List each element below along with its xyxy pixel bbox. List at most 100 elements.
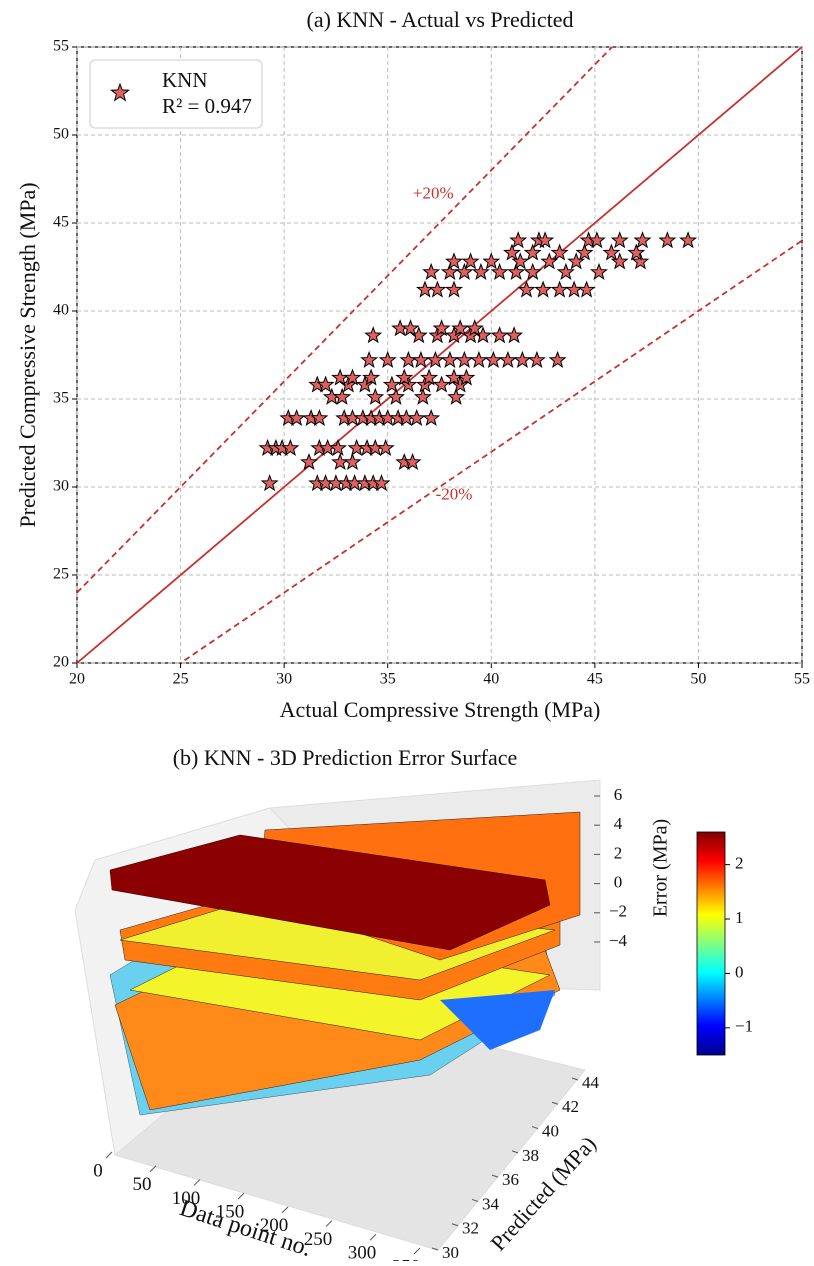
point: [548, 350, 567, 368]
x-tick: [149, 1165, 157, 1173]
x-tick-label: 250: [304, 1229, 333, 1250]
point: [422, 409, 441, 426]
point: [440, 350, 459, 368]
z-tick-label: 4: [614, 814, 623, 833]
x-tick-label: 300: [348, 1243, 377, 1261]
z-axis-label: Error (MPa): [650, 819, 672, 917]
point: [631, 252, 650, 270]
y-tick: [551, 1101, 559, 1105]
x-tick: [413, 1247, 421, 1255]
colorbar-tick-label: 1: [735, 908, 744, 927]
y-axis-label: Predicted Compressive Strength (MPa): [15, 182, 40, 527]
point: [517, 280, 536, 298]
point: [422, 262, 441, 280]
surface-patch: [440, 990, 555, 1050]
reference-line: [77, 47, 802, 663]
point: [471, 262, 490, 280]
point: [445, 280, 463, 298]
surface: [109, 811, 581, 1116]
point: [316, 375, 335, 393]
y-tick-label: 20: [53, 654, 69, 671]
point: [407, 409, 426, 426]
y-tick-label: 44: [582, 1073, 600, 1092]
x-tick: [281, 1206, 289, 1214]
colorbar-tick-label: 2: [735, 854, 744, 873]
x-tick: [325, 1220, 333, 1227]
point: [461, 252, 480, 270]
point: [343, 453, 362, 470]
y-tick-label: 50: [53, 126, 69, 143]
point: [505, 326, 524, 344]
x-tick-label: 30: [276, 671, 292, 688]
y-tick-label: 32: [462, 1219, 479, 1238]
point: [401, 319, 420, 337]
point: [457, 368, 476, 386]
point: [490, 262, 509, 280]
z-tick-label: 2: [614, 843, 623, 862]
point: [428, 280, 447, 298]
point: [364, 326, 383, 344]
x-tick-label: 55: [794, 671, 810, 688]
legend-box: [89, 59, 263, 129]
x-tick-label: 45: [587, 671, 603, 688]
z-tick-label: 0: [614, 873, 623, 892]
point: [633, 231, 652, 249]
point: [498, 350, 517, 368]
reference-line: [178, 239, 802, 663]
y-tick-label: 55: [53, 38, 69, 55]
point: [451, 375, 470, 393]
x-tick-label: 200: [260, 1215, 289, 1236]
y-tick-label: 40: [53, 302, 69, 319]
point: [509, 231, 528, 249]
y-tick-label: 34: [482, 1194, 500, 1213]
point: [376, 438, 395, 456]
point: [451, 319, 470, 337]
point: [565, 280, 584, 298]
point: [575, 243, 594, 261]
point: [372, 474, 391, 492]
point: [281, 438, 300, 456]
point: [577, 280, 596, 298]
point: [343, 368, 362, 386]
point: [527, 350, 546, 368]
point: [679, 231, 698, 249]
point: [445, 326, 463, 344]
point: [366, 387, 385, 405]
point: [484, 350, 503, 368]
x-tick-label: 50: [133, 1174, 152, 1195]
point: [360, 350, 379, 368]
legend-note: R² = 0.947: [162, 94, 252, 118]
y-tick-label: 30: [442, 1243, 459, 1261]
y-tick-label: 38: [522, 1146, 539, 1165]
x-tick: [193, 1179, 201, 1186]
y-tick-label: 45: [53, 214, 69, 231]
point: [610, 252, 629, 270]
y-tick: [431, 1247, 439, 1251]
y-tick: [451, 1223, 459, 1227]
y-tick: [471, 1198, 479, 1202]
y-tick-label: 40: [542, 1121, 559, 1140]
point: [260, 474, 279, 492]
point: [399, 350, 418, 368]
point: [587, 231, 606, 249]
surface-patch: [109, 834, 551, 951]
z-tick-label: −4: [609, 931, 628, 950]
x-tick-label: 100: [172, 1188, 201, 1209]
point: [536, 231, 555, 249]
point: [331, 452, 350, 470]
point: [658, 231, 677, 249]
point: [432, 319, 451, 337]
point: [507, 262, 526, 280]
point: [602, 243, 621, 261]
point: [490, 326, 509, 344]
point: [382, 375, 401, 393]
colorbar: [696, 831, 726, 1056]
legend-label: KNN: [162, 68, 208, 92]
x-tick-label: 20: [69, 671, 85, 688]
point: [590, 262, 608, 280]
point: [550, 280, 569, 298]
point: [482, 252, 501, 270]
point: [567, 252, 586, 270]
colorbar-tick-label: 0: [735, 962, 744, 981]
x-tick: [369, 1233, 377, 1241]
